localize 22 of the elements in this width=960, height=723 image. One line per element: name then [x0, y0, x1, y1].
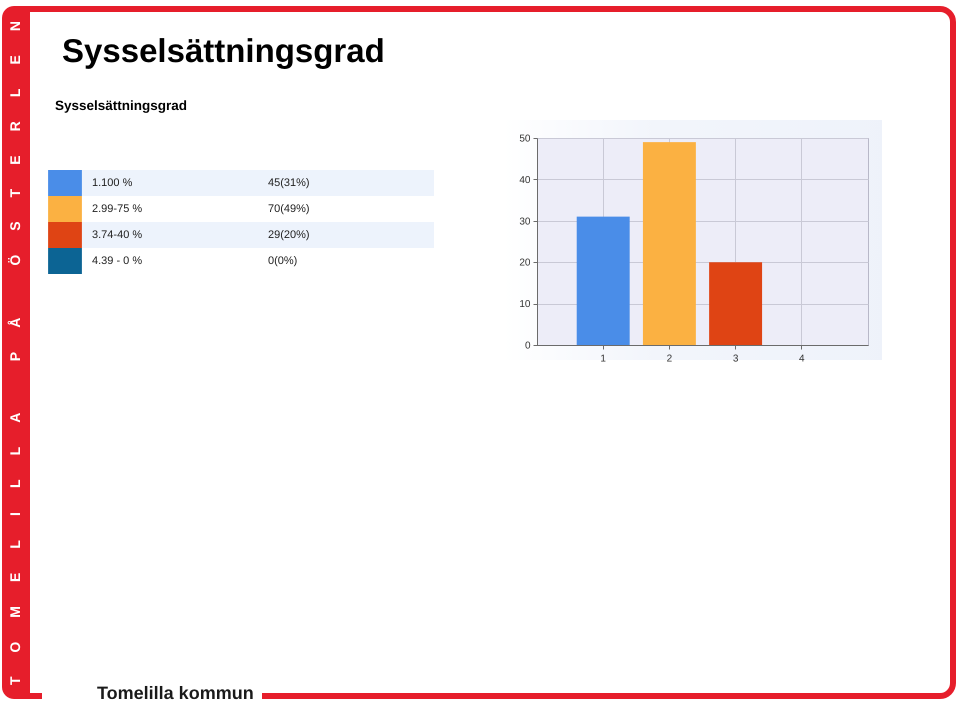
legend-label: 3.74-40 %: [92, 229, 142, 241]
text: Tomelilla kommun: [97, 683, 254, 703]
y-tick-label: 10: [519, 299, 531, 310]
text: Sysselsättningsgrad: [62, 32, 385, 69]
text: TOMELILLA PÅ ÖSTERLEN: [7, 21, 23, 685]
x-tick-label: 1: [600, 354, 606, 364]
y-tick-label: 40: [519, 174, 531, 186]
text: 29(20%): [268, 228, 310, 243]
y-tick-label: 30: [519, 216, 531, 228]
text: 70(49%): [268, 202, 310, 217]
y-tick-label: 50: [519, 134, 531, 144]
x-tick-label: 4: [799, 354, 806, 364]
y-tick-label: 20: [519, 258, 531, 269]
text: 45(31%): [268, 176, 310, 191]
text: Sysselsättningsgrad: [55, 98, 188, 113]
y-tick-label: 0: [524, 340, 531, 352]
x-tick-label: 2: [666, 354, 673, 364]
legend-label: 1.100 %: [92, 177, 133, 189]
text: 0(0%): [268, 254, 298, 269]
legend-label: 2.99-75 %: [92, 203, 142, 215]
x-tick-label: 3: [732, 354, 739, 364]
legend-label: 4.39 - 0 %: [92, 255, 142, 267]
